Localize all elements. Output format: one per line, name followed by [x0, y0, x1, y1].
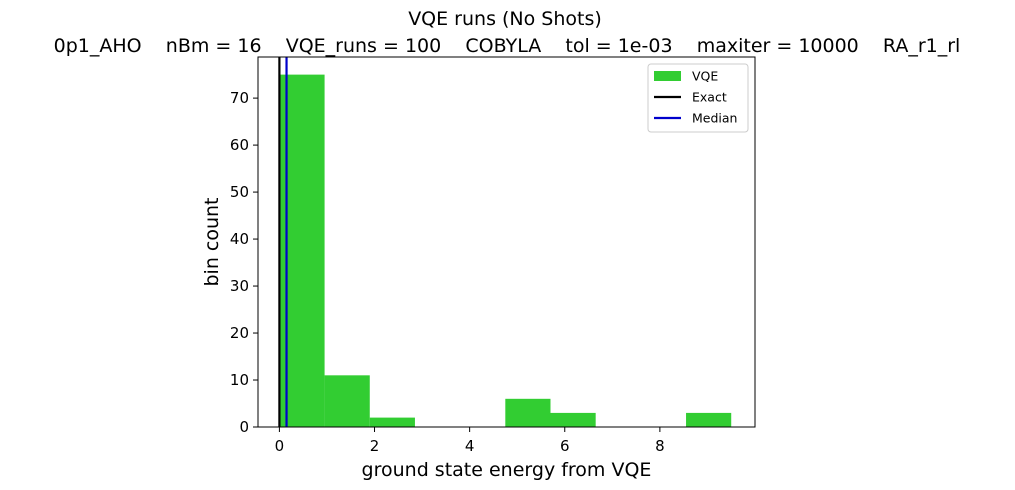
chart-title: VQE runs (No Shots) — [408, 8, 602, 30]
histogram-bar — [324, 375, 370, 427]
y-axis-label: bin count — [201, 197, 223, 286]
chart-subtitle: 0p1_AHO nBm = 16 VQE_runs = 100 COBYLA t… — [54, 35, 961, 57]
legend-label-vqe: VQE — [692, 69, 718, 84]
y-axis-ticks: 0 10 20 30 40 50 60 70 — [230, 89, 258, 436]
y-tick-label: 30 — [230, 277, 249, 295]
histogram-bar — [505, 398, 551, 427]
y-tick-label: 60 — [230, 136, 249, 154]
plot-frame — [257, 56, 756, 428]
legend: VQE Exact Median — [647, 63, 749, 133]
histogram-bar — [550, 412, 596, 427]
x-tick-label: 8 — [655, 437, 665, 455]
legend-label-median: Median — [692, 111, 737, 126]
x-tick-label: 0 — [275, 437, 285, 455]
y-tick-label: 70 — [230, 89, 249, 107]
x-tick-label: 2 — [370, 437, 380, 455]
legend-label-exact: Exact — [692, 90, 727, 105]
histogram-bar — [686, 412, 732, 427]
x-axis-ticks: 0 2 4 6 8 — [275, 427, 665, 455]
x-tick-label: 4 — [465, 437, 475, 455]
y-tick-label: 0 — [239, 418, 249, 436]
reference-lines — [278, 57, 288, 427]
y-tick-label: 10 — [230, 371, 249, 389]
legend-swatch-vqe — [654, 71, 681, 81]
x-axis-label: ground state energy from VQE — [362, 459, 652, 481]
x-tick-label: 6 — [560, 437, 570, 455]
histogram-bar — [369, 417, 415, 427]
y-tick-label: 20 — [230, 324, 249, 342]
y-tick-label: 50 — [230, 183, 249, 201]
y-tick-label: 40 — [230, 230, 249, 248]
